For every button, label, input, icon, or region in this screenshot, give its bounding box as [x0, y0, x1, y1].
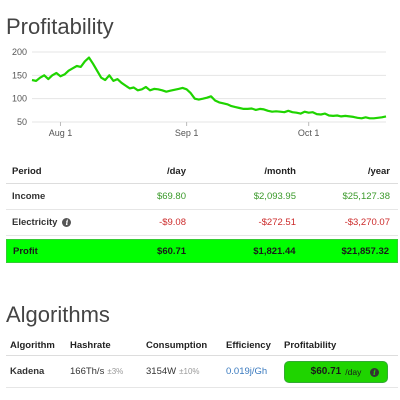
algorithms-title: Algorithms — [6, 302, 110, 327]
algorithms-header-row: Algorithm Hashrate Consumption Efficienc… — [6, 336, 398, 356]
electricity-month: -$272.51 — [258, 217, 296, 228]
efficiency-value: 0.019j/Gh — [226, 366, 268, 377]
profitability-chart: 50 100 150 200 Aug 1 Sep 1 Oct 1 — [0, 44, 400, 144]
y-tick-label: 200 — [12, 47, 27, 57]
y-tick-label: 100 — [12, 94, 27, 104]
hashrate-tolerance: ±3% — [107, 367, 124, 376]
header-algorithm: Algorithm — [10, 340, 55, 351]
y-tick-label: 50 — [17, 117, 27, 127]
header-profitability: Profitability — [284, 340, 337, 351]
profit-year: $21,857.32 — [341, 245, 390, 257]
electricity-day: -$9.08 — [159, 217, 186, 228]
header-month: /month — [264, 166, 296, 177]
x-tick-label: Aug 1 — [49, 128, 73, 138]
series-line — [31, 56, 387, 120]
income-month: $2,093.95 — [253, 191, 296, 202]
header-day: /day — [166, 166, 186, 177]
profit-month: $1,821.44 — [253, 245, 296, 257]
table-row-electricity: Electricity i -$9.08 -$272.51 -$3,270.07 — [6, 210, 398, 236]
profitability-title: Profitability — [6, 14, 114, 39]
profitability-badge[interactable]: $60.71/day i — [284, 360, 388, 383]
row-label-electricity-cell: Electricity i — [6, 217, 96, 228]
y-tick-label: 150 — [12, 70, 27, 80]
profit-badge-value: $60.71 — [310, 366, 342, 377]
table-row-profit: Profit $60.71 $1,821.44 $21,857.32 — [6, 239, 398, 263]
row-label-income: Income — [12, 191, 46, 202]
hashrate-value: 166Th/s — [70, 366, 105, 377]
x-tick-label: Sep 1 — [175, 128, 199, 138]
table-row-income: Income $69.80 $2,093.95 $25,127.38 — [6, 184, 398, 210]
hashrate-cell: 166Th/s ±3% — [70, 366, 146, 377]
header-efficiency: Efficiency — [226, 340, 271, 351]
electricity-year: -$3,270.07 — [344, 217, 390, 228]
algorithm-name: Kadena — [10, 366, 45, 377]
algorithm-row: Kadena 166Th/s ±3% 3154W ±10% 0.019j/Gh $6… — [6, 356, 398, 388]
info-icon[interactable]: i — [370, 367, 379, 377]
income-day: $69.80 — [156, 191, 186, 202]
chart-svg: 50 100 150 200 Aug 1 Sep 1 Oct 1 — [12, 47, 387, 138]
info-icon[interactable]: i — [62, 217, 72, 227]
consumption-cell: 3154W ±10% — [146, 366, 226, 377]
row-label-profit: Profit — [13, 245, 38, 257]
income-year: $25,127.38 — [342, 191, 390, 202]
profit-day: $60.71 — [157, 245, 187, 257]
header-year: /year — [367, 166, 390, 177]
header-period: Period — [12, 166, 42, 177]
profitability-cell: $60.71/day i — [284, 360, 398, 383]
profitability-table: Period /day /month /year Income $69.80 $… — [6, 160, 398, 263]
consumption-value: 3154W — [146, 366, 177, 377]
profit-badge-unit: /day — [345, 366, 362, 377]
row-label-electricity: Electricity — [12, 217, 58, 228]
x-tick-label: Oct 1 — [298, 128, 320, 138]
algorithms-table: Algorithm Hashrate Consumption Efficienc… — [6, 336, 398, 388]
table-header-row: Period /day /month /year — [6, 160, 398, 184]
header-hashrate: Hashrate — [70, 340, 111, 351]
header-consumption: Consumption — [146, 340, 208, 351]
consumption-tolerance: ±10% — [179, 367, 200, 376]
